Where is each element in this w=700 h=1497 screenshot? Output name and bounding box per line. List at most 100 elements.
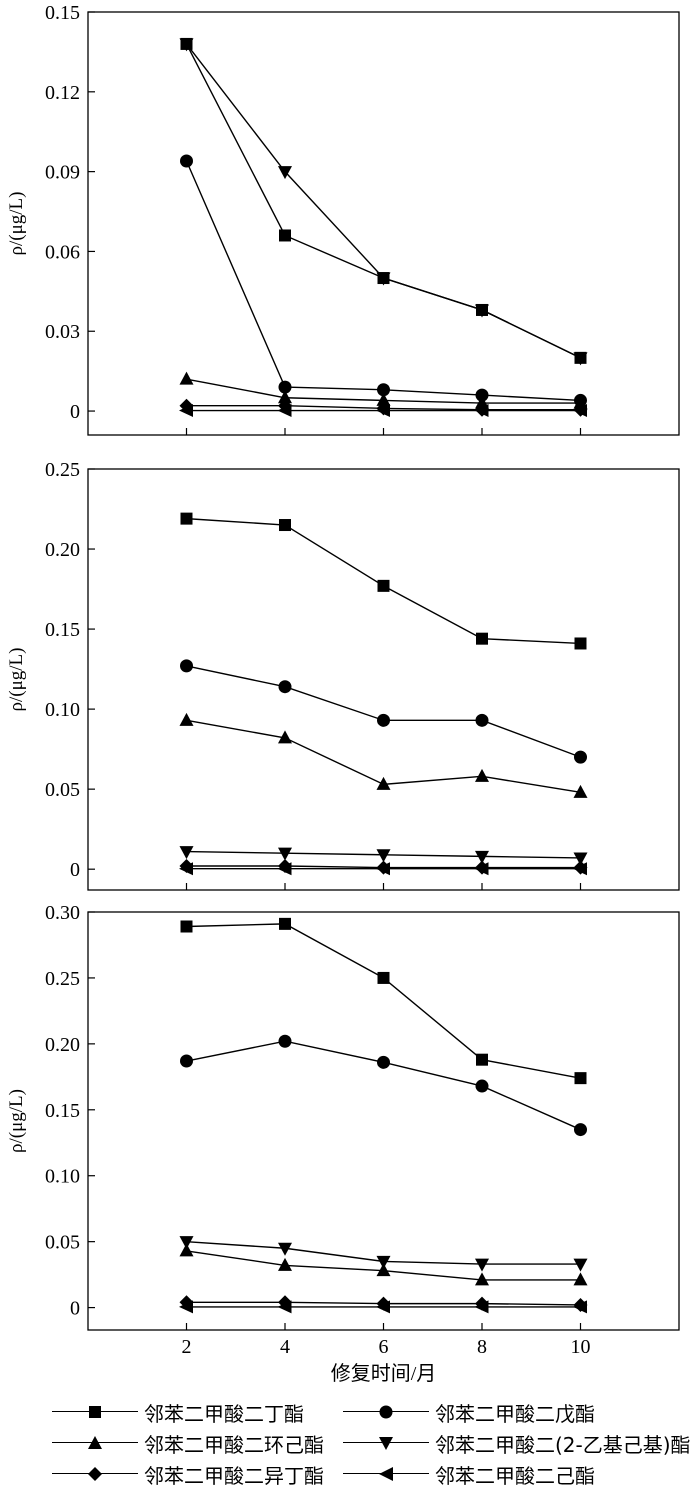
y-tick-label: 0 xyxy=(70,401,80,423)
legend-label: 邻苯二甲酸二己酯 xyxy=(435,1463,595,1488)
y-axis-label: ρ/(μg/L) xyxy=(6,1089,27,1153)
triangle-down-marker xyxy=(278,847,292,861)
x-tick-label: 4 xyxy=(280,1336,290,1358)
y-tick-label: 0 xyxy=(70,1298,80,1320)
triangle-left-marker xyxy=(573,404,587,418)
y-tick-label: 0.10 xyxy=(45,699,80,721)
legend-swatch xyxy=(52,1459,138,1489)
circle-marker-icon xyxy=(379,1405,393,1419)
x-tick-label: 10 xyxy=(571,1336,591,1358)
triangle-up-marker xyxy=(376,776,391,790)
triangle-left-marker xyxy=(277,1300,292,1314)
x-tick-label: 8 xyxy=(477,1336,487,1358)
series-triangle-up xyxy=(179,371,588,409)
series-triangle-up xyxy=(179,1243,588,1286)
triangle-up-marker xyxy=(573,784,588,798)
y-tick-label: 0.05 xyxy=(45,1232,80,1254)
triangle-left-marker xyxy=(474,1300,489,1314)
chart-panel-3: 0 0.05 0.10 0.15 0.20 0.25 0.30 2 4 6 8 10 ρ/(μg/L) 修… xyxy=(6,902,680,1385)
circle-marker xyxy=(180,154,193,168)
circle-marker xyxy=(475,1079,489,1093)
legend-label: 邻苯二甲酸二丁酯 xyxy=(144,1401,304,1426)
triangle-left-marker xyxy=(277,404,292,418)
y-tick-label: 0.03 xyxy=(45,321,80,343)
triangle-down-marker xyxy=(179,38,194,52)
legend-item-dehp: 邻苯二甲酸二(2-乙基己基)酯 xyxy=(343,1428,691,1458)
x-tick-label: 6 xyxy=(379,1336,389,1358)
legend-swatch xyxy=(52,1428,138,1458)
legend: 邻苯二甲酸二丁酯 邻苯二甲酸二戊酯 邻苯二甲酸二环己酯 邻苯二甲酸二(2-乙基己… xyxy=(0,1394,700,1494)
y-tick-label: 0.09 xyxy=(45,162,80,184)
square-marker-icon xyxy=(89,1406,101,1418)
triangle-left-marker xyxy=(376,862,390,876)
series-triangle-down xyxy=(179,846,588,866)
series-line xyxy=(185,43,581,359)
triangle-left-marker-icon xyxy=(379,1467,393,1481)
triangle-up-marker xyxy=(278,390,292,404)
legend-label: 邻苯二甲酸二异丁酯 xyxy=(144,1463,324,1488)
square-marker xyxy=(279,229,291,242)
triangle-left-marker xyxy=(277,862,292,876)
triangle-down-marker xyxy=(475,850,489,864)
y-tick-label: 0.15 xyxy=(45,619,80,641)
y-tick-label: 0.05 xyxy=(45,779,80,801)
y-tick-label: 0.10 xyxy=(45,1166,80,1188)
triangle-up-marker xyxy=(278,730,292,744)
series-circle xyxy=(180,659,587,764)
circle-marker xyxy=(475,388,489,402)
triangle-up-marker xyxy=(278,1257,292,1271)
series-line xyxy=(186,923,581,1079)
chart-panel-1: 0 0.03 0.06 0.09 0.12 0.15 ρ/(μg/L) xyxy=(6,2,680,436)
circle-marker xyxy=(278,380,292,394)
x-axis-label: 修复时间/月 xyxy=(331,1362,437,1385)
series-triangle-left xyxy=(179,1300,587,1314)
triangle-down-marker xyxy=(179,1236,194,1250)
legend-label: 邻苯二甲酸二(2-乙基己基)酯 xyxy=(435,1432,691,1457)
square-marker xyxy=(180,920,193,933)
triangle-up-marker xyxy=(573,395,588,409)
triangle-down-marker xyxy=(179,846,194,860)
legend-swatch xyxy=(343,1459,429,1489)
series-triangle-down xyxy=(179,1236,588,1272)
series-triangle-left xyxy=(179,862,587,876)
circle-marker xyxy=(574,1123,587,1137)
triangle-up-marker xyxy=(376,1263,391,1277)
y-tick-label: 0 xyxy=(70,859,80,881)
series-circle xyxy=(180,1034,587,1137)
series-triangle-up xyxy=(179,712,588,798)
y-tick-label: 0.12 xyxy=(45,82,80,104)
chart-panel-2: 0 0.05 0.10 0.15 0.20 0.25 ρ/(μg/L) xyxy=(6,459,680,891)
circle-marker xyxy=(377,713,390,727)
triangle-up-marker xyxy=(573,1272,588,1286)
triangle-down-marker xyxy=(475,304,489,318)
triangle-up-marker xyxy=(475,768,489,782)
legend-swatch xyxy=(343,1428,429,1458)
legend-label: 邻苯二甲酸二环己酯 xyxy=(144,1432,324,1457)
square-marker xyxy=(574,637,587,650)
plot-frame xyxy=(87,11,680,436)
y-tick-label: 0.06 xyxy=(45,241,80,263)
series-line xyxy=(186,665,581,758)
triangle-left-marker xyxy=(179,404,193,418)
legend-item-dchp: 邻苯二甲酸二环己酯 xyxy=(52,1428,324,1458)
square-marker xyxy=(476,632,488,645)
square-marker xyxy=(279,917,291,930)
triangle-up-marker-icon xyxy=(88,1436,102,1449)
triangle-up-marker xyxy=(179,371,194,385)
diamond-marker-icon xyxy=(88,1467,102,1481)
series-triangle-down xyxy=(179,38,588,366)
circle-marker xyxy=(377,1055,390,1069)
stacked-line-charts: 0 0.03 0.06 0.09 0.12 0.15 ρ/(μg/L) 0 0.05 0.10 0.… xyxy=(6,2,680,1385)
series-line xyxy=(186,1040,581,1131)
triangle-down-marker xyxy=(573,1258,588,1272)
square-marker xyxy=(180,512,193,525)
triangle-down-marker xyxy=(573,352,588,366)
circle-marker xyxy=(475,713,489,727)
series-square xyxy=(180,512,587,650)
triangle-left-marker xyxy=(179,862,193,876)
triangle-down-marker xyxy=(475,1258,489,1272)
square-marker xyxy=(476,1053,488,1066)
circle-marker xyxy=(278,680,292,694)
triangle-down-marker-icon xyxy=(379,1437,393,1450)
legend-item-dibp: 邻苯二甲酸二异丁酯 xyxy=(52,1459,324,1489)
